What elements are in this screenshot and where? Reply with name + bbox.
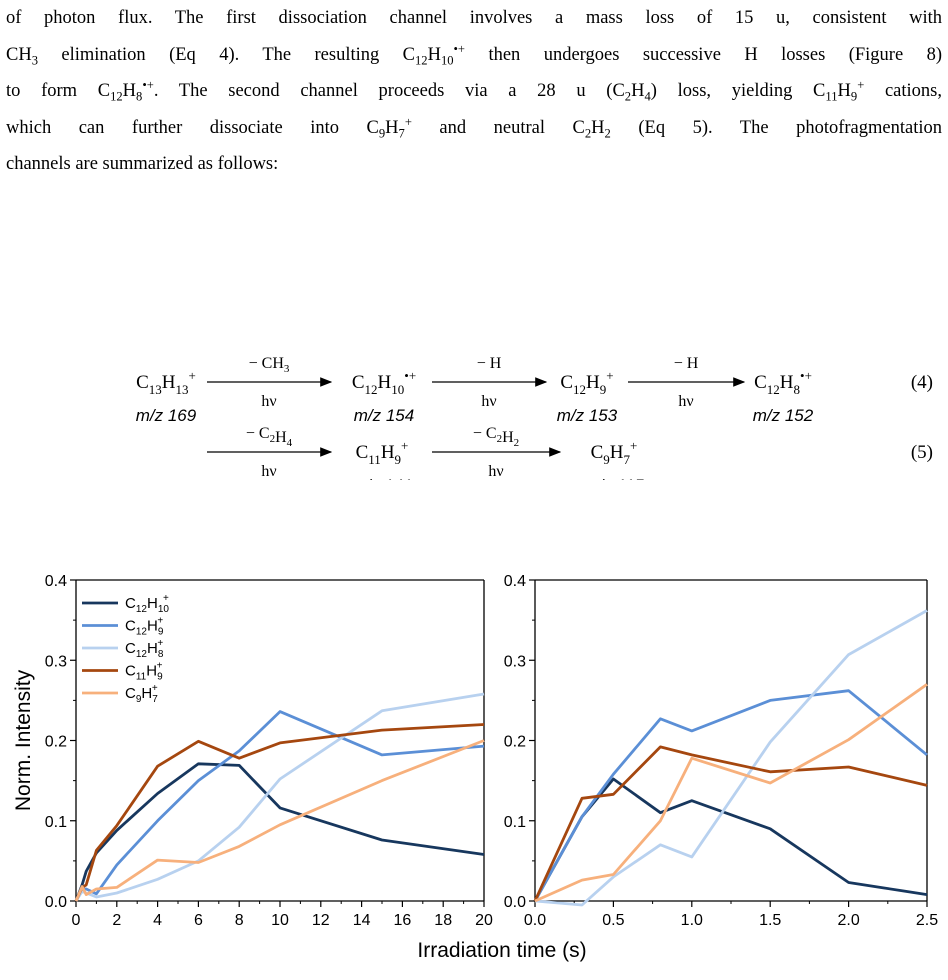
x-tick-label: 10 [271, 912, 289, 929]
y-tick-label: 0.2 [504, 734, 526, 751]
eq4-arrow-top-label: − CH3 [249, 355, 290, 375]
legend-entry: C9H7+ [125, 683, 158, 705]
x-tick-label: 2.5 [916, 912, 938, 929]
legend-entry: C11H9+ [125, 661, 163, 683]
paragraph-line: channels are summarized as follows: [6, 154, 279, 175]
y-tick-label: 0.4 [45, 573, 67, 590]
y-tick-label: 0.1 [504, 814, 526, 831]
equation-number: (5) [911, 442, 933, 463]
y-tick-label: 0.0 [504, 894, 526, 911]
legend-entry: C12H9+ [125, 616, 164, 638]
eq5-arrow-top-label: − C2H4 [246, 425, 293, 449]
eq5-mz-label: m/z 115 [584, 476, 644, 480]
paragraph-line: to form C12H8•+. The second channel proc… [6, 78, 942, 104]
x-tick-label: 0.5 [602, 912, 624, 929]
x-tick-label: 12 [312, 912, 330, 929]
x-tick-label: 2 [112, 912, 121, 929]
eq5-mz-label: m/z 141 [352, 476, 412, 480]
x-tick-label: 6 [194, 912, 203, 929]
eq4-arrow-bottom-label: hν [678, 393, 693, 410]
eq4-species: C12H10•+ [352, 368, 416, 397]
eq4-arrow-bottom-label: hν [261, 393, 276, 410]
y-tick-label: 0.0 [45, 894, 67, 911]
series-line-C11H9 [74, 723, 485, 902]
x-tick-label: 0 [72, 912, 81, 929]
y-tick-label: 0.4 [504, 573, 526, 590]
x-tick-label: 14 [353, 912, 371, 929]
legend-entry: C12H8+ [125, 638, 164, 660]
eq4-mz-label: m/z 154 [354, 406, 414, 425]
x-tick-label: 20 [475, 912, 493, 929]
eq4-mz-label: m/z 169 [136, 406, 197, 425]
x-tick-label: 1.0 [681, 912, 703, 929]
x-tick-label: 1.5 [759, 912, 781, 929]
x-tick-label: 8 [235, 912, 244, 929]
y-tick-label: 0.3 [45, 653, 67, 670]
x-tick-label: 4 [153, 912, 162, 929]
y-axis-label: Norm. Intensity [12, 669, 35, 811]
legend-entry: C12H10+ [125, 593, 169, 615]
y-tick-label: 0.2 [45, 734, 67, 751]
series-line-C12H10 [74, 762, 485, 902]
reaction-equations: C13H13+ m/z 169 C12H10•+ m/z 154 C12H9+ m/z 1… [136, 355, 933, 480]
series-line-C12H9 [533, 689, 928, 902]
eq4-mz-label: m/z 152 [753, 406, 814, 425]
eq5-species: C9H7+ [591, 438, 638, 467]
eq5-arrow-bottom-label: hν [488, 463, 503, 480]
paragraph-line: which can further dissociate into C9H7+ … [6, 114, 942, 141]
x-tick-label: 0.0 [524, 912, 546, 929]
eq5-arrow-top-label: − C2H2 [473, 425, 519, 449]
photofragmentation-figure: 0 2 4 6 8 10 12 14 16 18 20 0.0 0.1 0.2 0.3 0.4 Norm. In… [12, 573, 938, 962]
x-tick-label: 16 [394, 912, 412, 929]
series-line-C9H7 [534, 683, 928, 903]
y-tick-label: 0.1 [45, 814, 67, 831]
series-line-C9H7 [74, 739, 485, 902]
x-axis-label: Irradiation time (s) [417, 939, 586, 962]
series-line-C12H8 [534, 609, 928, 907]
eq4-species: C12H9+ [560, 368, 613, 397]
eq5-arrow-bottom-label: hν [261, 463, 276, 480]
eq4-species: C12H8•+ [754, 368, 812, 397]
eq4-species: C13H13+ [136, 368, 196, 397]
eq4-arrow-top-label: − H [674, 355, 699, 372]
equation-number: (4) [911, 372, 933, 393]
eq5-species: C11H9+ [356, 438, 409, 467]
x-tick-label: 2.0 [837, 912, 859, 929]
paragraph-line: CH3 elimination (Eq 4). The resulting C1… [6, 41, 942, 68]
eq4-arrow-bottom-label: hν [481, 393, 496, 410]
x-tick-label: 18 [434, 912, 452, 929]
eq4-arrow-top-label: − H [477, 355, 502, 372]
series-line-C11H9 [533, 745, 928, 902]
y-tick-label: 0.3 [504, 653, 526, 670]
paragraph-line: of photon flux. The first dissociation c… [6, 8, 942, 28]
eq4-mz-label: m/z 153 [557, 406, 618, 425]
body-paragraph: of photon flux. The first dissociation c… [6, 0, 942, 183]
